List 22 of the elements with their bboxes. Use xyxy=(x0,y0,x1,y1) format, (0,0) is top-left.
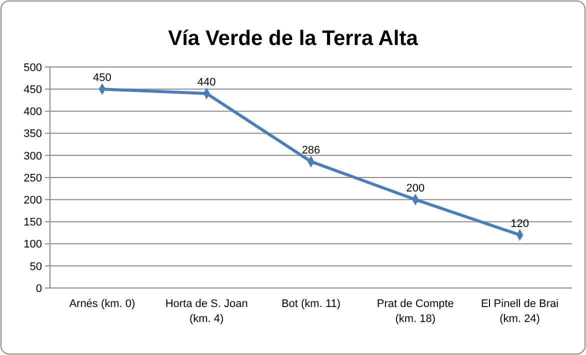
data-label: 286 xyxy=(302,144,320,157)
x-tick-label: Arnés (km. 0) xyxy=(69,298,136,310)
x-tick-label: Prat de Compte (km. 18) xyxy=(376,298,454,325)
x-tick-label: Horta de S. Joan (km. 4) xyxy=(165,298,248,325)
data-label: 120 xyxy=(510,218,529,230)
x-tick-label: Bot (km. 11) xyxy=(281,298,341,310)
data-label: 200 xyxy=(406,182,425,195)
y-tick-label: 450 xyxy=(24,84,42,96)
x-tick-label: El Pinell de Brai (km. 24) xyxy=(480,298,559,325)
y-tick-label: 100 xyxy=(24,238,42,251)
y-tick-label: 150 xyxy=(24,216,42,229)
y-tick-label: 400 xyxy=(24,106,42,118)
y-tick-label: 350 xyxy=(24,128,42,140)
data-label: 450 xyxy=(93,72,112,84)
y-tick-label: 300 xyxy=(24,150,42,162)
y-tick-label: 50 xyxy=(30,260,42,273)
chart-title: Vía Verde de la Terra Alta xyxy=(168,27,418,50)
y-tick-label: 500 xyxy=(24,62,42,74)
data-label: 440 xyxy=(197,76,216,89)
y-tick-label: 200 xyxy=(24,194,42,206)
y-tick-label: 0 xyxy=(36,282,42,295)
y-tick-label: 250 xyxy=(24,172,42,184)
